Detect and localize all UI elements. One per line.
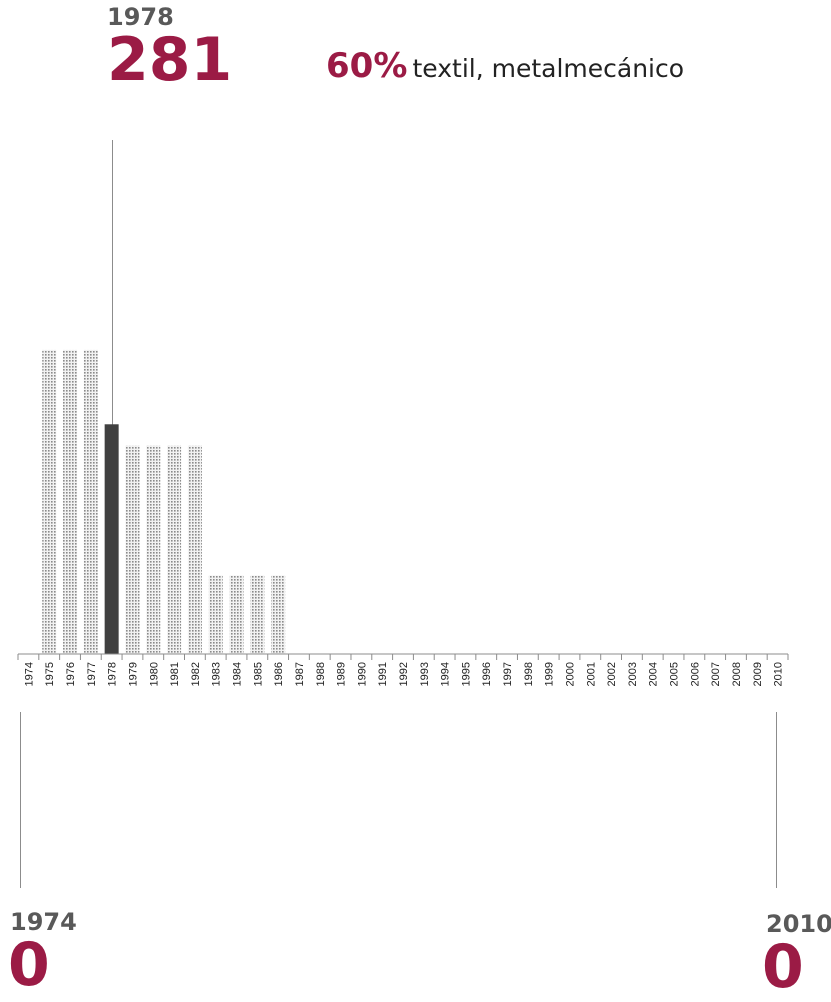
x-tick-label: 1999 <box>544 662 556 686</box>
x-tick-label: 2001 <box>585 662 597 686</box>
x-tick-label: 2003 <box>627 662 639 686</box>
x-tick-label: 1997 <box>502 662 514 686</box>
sector-share-label: 60% textil, metalmecánico <box>326 46 684 86</box>
x-tick-label: 1979 <box>127 662 139 686</box>
x-tick-label: 2000 <box>564 662 576 686</box>
callout-left-leader-line <box>20 712 21 888</box>
callout-right-value: 0 <box>762 932 804 1002</box>
bar <box>42 349 57 654</box>
sector-share-percent: 60% <box>326 46 408 86</box>
sector-share-text: textil, metalmecánico <box>412 54 685 83</box>
x-tick-label: 1994 <box>440 662 452 686</box>
callout-top-year: 1978 <box>107 3 174 31</box>
x-tick-label: 1978 <box>107 662 119 686</box>
x-tick-label: 2005 <box>669 662 681 686</box>
callout-top-value: 281 <box>107 25 233 95</box>
bar <box>250 575 265 654</box>
x-tick-label: 1992 <box>398 662 410 686</box>
x-tick-label: 2010 <box>773 662 785 686</box>
x-tick-label: 2007 <box>710 662 722 686</box>
bar <box>83 349 98 654</box>
callout-left-year: 1974 <box>10 908 77 936</box>
x-tick-label: 1975 <box>44 662 56 686</box>
x-tick-label: 1988 <box>315 662 327 686</box>
bar <box>271 575 286 654</box>
bar <box>229 575 244 654</box>
callout-top-leader-line <box>112 140 113 454</box>
x-tick-label: 1998 <box>523 662 535 686</box>
x-tick-label: 2004 <box>648 662 660 686</box>
x-tick-label: 1984 <box>232 662 244 686</box>
x-tick-label: 1982 <box>190 662 202 686</box>
x-tick-label: 1989 <box>336 662 348 686</box>
bar <box>63 349 78 654</box>
x-tick-label: 1995 <box>460 662 472 686</box>
x-tick-label: 1980 <box>148 662 160 686</box>
x-tick-label: 1974 <box>23 662 35 686</box>
callout-left-value: 0 <box>8 930 50 1000</box>
x-tick-label: 1993 <box>419 662 431 686</box>
x-tick-label: 1983 <box>211 662 223 686</box>
bar-highlighted <box>104 424 119 654</box>
x-tick-label: 1976 <box>65 662 77 686</box>
x-tick-label: 1981 <box>169 662 181 686</box>
bar <box>125 445 140 654</box>
callout-right-year: 2010 <box>766 910 831 938</box>
x-tick-label: 2006 <box>689 662 701 686</box>
x-tick-label: 1986 <box>273 662 285 686</box>
bar <box>167 445 182 654</box>
x-tick-label: 1991 <box>377 662 389 686</box>
x-tick-label: 1996 <box>481 662 493 686</box>
x-tick-label: 2002 <box>606 662 618 686</box>
x-tick-label: 1977 <box>86 662 98 686</box>
x-tick-label: 1985 <box>252 662 264 686</box>
callout-right-leader-line <box>776 712 777 888</box>
bars-group <box>42 349 286 654</box>
x-axis-labels: 1974 1975 1976 1977 1978 1979 1980 1981 1982 1983… <box>23 662 784 686</box>
x-tick-label: 2008 <box>731 662 743 686</box>
x-tick-label: 1987 <box>294 662 306 686</box>
x-tick-label: 2009 <box>752 662 764 686</box>
bar <box>187 445 202 654</box>
x-tick-label: 1990 <box>356 662 368 686</box>
x-axis-ticks <box>17 654 789 660</box>
bar <box>208 575 223 654</box>
bar <box>146 445 161 654</box>
